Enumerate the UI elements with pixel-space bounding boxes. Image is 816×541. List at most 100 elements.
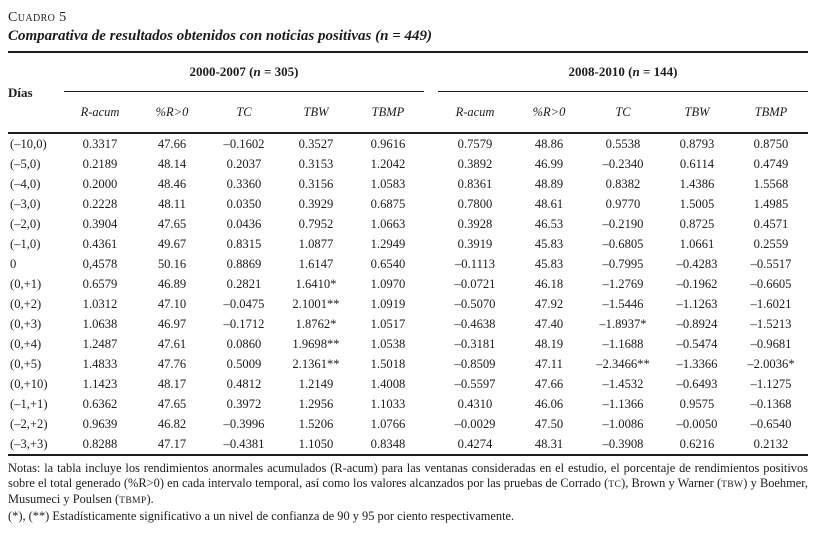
value-cell: 45.83 [534,237,564,251]
value-cell: 48.46 [157,177,187,191]
value-cell: 0.8288 [64,434,136,456]
value-cell: 48.14 [157,157,187,171]
group2-n-var: n [632,64,640,79]
group1-n-var: n [253,64,261,79]
value-cell: 1.6147 [298,257,334,271]
value-cell: 0.3317 [82,137,118,151]
value-cell: –0.2190 [602,217,644,231]
value-cell: 1.0766 [370,417,406,431]
value-cell: 46.06 [534,397,564,411]
value-cell: 0.2189 [82,157,118,171]
value-cell: 0.2037 [226,157,262,171]
table-row: (0,+5) 1.4833 47.76 0.5009 2.1361** 1.5018 –0.… [8,354,808,374]
value-cell: 48.17 [157,377,187,391]
value-cell: 0.8315 [226,237,262,251]
note-abbrev-tbw: tbw [721,479,744,491]
value-cell: 1.0919 [370,297,406,311]
value-cell: 1.0517 [370,317,406,331]
value-cell: 0.9575 [679,397,715,411]
value-cell: –0.6540 [750,417,792,431]
value-cell: –2.3466** [596,357,650,371]
value-cell: 47.66 [534,377,564,391]
value-cell: 0.9639 [82,417,118,431]
value-cell: 0.8750 [753,137,789,151]
value-cell: –0.3181 [454,337,496,351]
value-cell: 0.6540 [370,257,406,271]
value-cell: 48.19 [534,337,564,351]
group2-label: 2008-2010 ( [568,64,633,79]
value-cell: 47.61 [157,337,187,351]
value-cell: 47.76 [157,357,187,371]
value-cell: 0.8348 [352,434,424,456]
value-cell: –1.1366 [602,397,644,411]
note-text: ) y Boehmer, Musumeci y Poulsen ( [8,476,808,507]
group2-label-end: = 144) [639,64,678,79]
table-row: (0,+1) 0.6579 46.89 0.2821 1.6410* 1.0970 –0.0… [8,274,808,294]
value-cell: 0.3156 [298,177,334,191]
group-gap-cell [424,274,438,294]
value-cell: –0.6805 [602,237,644,251]
value-cell: 46.82 [157,417,187,431]
note-text: ), Brown y Warner ( [621,476,722,491]
value-cell: 1.4386 [679,177,715,191]
value-cell: 0.6114 [679,157,715,171]
table-row: (–1,0) 0.4361 49.67 0.8315 1.0877 1.2949 0.391… [8,234,808,254]
value-cell: –0.4638 [454,317,496,331]
value-cell: 0.4812 [226,377,262,391]
value-cell: 0.3360 [226,177,262,191]
value-cell: 0,4578 [82,257,118,271]
group-header-2000-2007: 2000-2007 (n = 305) [64,53,424,92]
value-cell: 47.65 [157,217,187,231]
dias-cell: (–5,0) [10,157,41,171]
table-row: (–3,+3) 0.8288 47.17 –0.4381 1.1050 0.8348 0.4… [8,434,808,456]
value-cell: –0.7995 [602,257,644,271]
table-row: (0,+4) 1.2487 47.61 0.0860 1.9698** 1.0538 –0.… [8,334,808,354]
value-cell: 48.89 [534,177,564,191]
col-header-tbw-1: TBW [280,91,352,134]
value-cell: 0.9770 [605,197,641,211]
dias-cell: (–10,0) [10,137,47,151]
value-cell: –0.1602 [223,137,265,151]
value-cell: 0.2559 [753,237,789,251]
dias-cell: (0,+10) [10,377,48,391]
note-abbrev-tbmp: tbmp [119,495,147,507]
value-cell: –0.0721 [454,277,496,291]
value-cell: 1.0663 [370,217,406,231]
group-gap-cell [424,214,438,234]
value-cell: –0.1368 [750,397,792,411]
value-cell: –0.8509 [454,357,496,371]
value-cell: 1.0877 [298,237,334,251]
note-significance: (*), (**) Estadísticamente significativo… [8,508,515,523]
value-cell: 47.10 [157,297,187,311]
table-title: Comparativa de resultados obtenidos con … [8,26,808,53]
value-cell: 46.99 [534,157,564,171]
value-cell: 0.4571 [753,217,789,231]
value-cell: 1.0638 [82,317,118,331]
value-cell: –0.3996 [223,417,265,431]
value-cell: –1.5446 [602,297,644,311]
value-cell: 1.4985 [753,197,789,211]
value-cell: –1.2769 [602,277,644,291]
value-cell: 0.7579 [457,137,493,151]
value-cell: –0.5517 [750,257,792,271]
value-cell: 1.2149 [298,377,334,391]
value-cell: 48.86 [534,137,564,151]
value-cell: –0.6493 [676,377,718,391]
value-cell: 0.2228 [82,197,118,211]
col-header-tbmp-2: TBMP [734,91,808,134]
group-gap-cell [424,334,438,354]
value-cell: 47.65 [157,397,187,411]
value-cell: 0.4274 [438,434,512,456]
value-cell: –0.0050 [676,417,718,431]
value-cell: 2.1001** [292,297,340,311]
value-cell: –0.6605 [750,277,792,291]
value-cell: –0.0029 [454,417,496,431]
table-row: (–5,0) 0.2189 48.14 0.2037 0.3153 1.2042 0.389… [8,154,808,174]
value-cell: 0.3153 [298,157,334,171]
table-row: (–2,0) 0.3904 47.65 0.0436 0.7952 1.0663 0.392… [8,214,808,234]
value-cell: 1.0661 [679,237,715,251]
dias-cell: (0,+5) [10,357,42,371]
table-row: (–4,0) 0.2000 48.46 0.3360 0.3156 1.0583 0.836… [8,174,808,194]
note-text: Notas: la tabla incluye los rendimientos… [8,461,808,491]
value-cell: –1.1275 [750,377,792,391]
